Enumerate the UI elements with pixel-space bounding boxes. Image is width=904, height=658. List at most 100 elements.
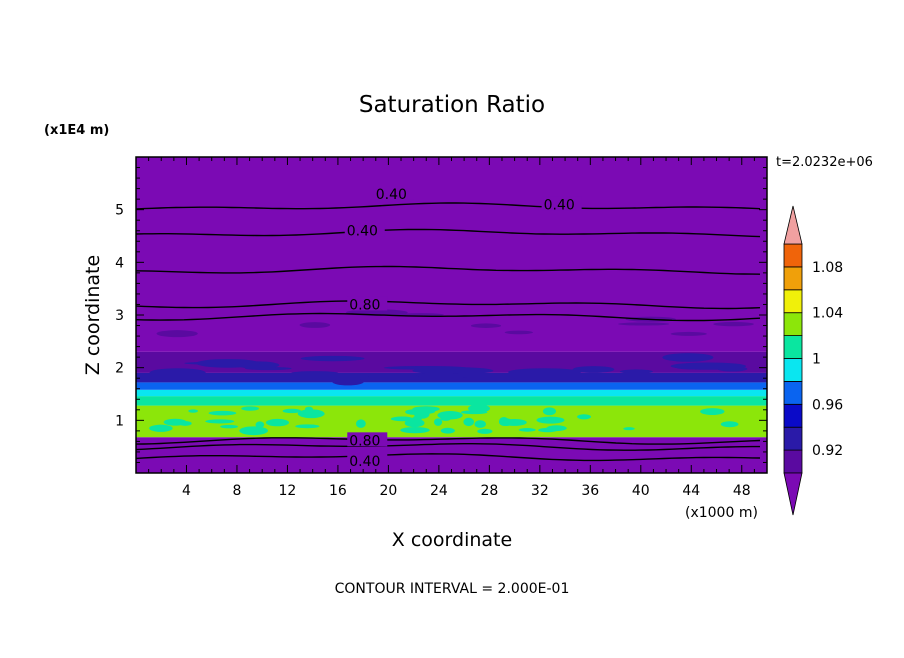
contour-line [135, 265, 761, 275]
x-axis-label: X coordinate [392, 529, 512, 551]
field-patch [474, 420, 486, 428]
contour-line [135, 443, 760, 451]
x-tick-label: 12 [279, 483, 297, 499]
field-patch [477, 428, 493, 434]
contour-line [135, 202, 761, 210]
field-patch [514, 376, 583, 381]
field-patch [291, 371, 339, 376]
field-patch [670, 362, 746, 370]
field-patch [356, 419, 366, 428]
field-patch [244, 429, 254, 433]
colorbar-segment [783, 289, 803, 314]
x-axis: 4 8 12 16 20 24 28 32 36 40 44 48 [148, 157, 755, 499]
field-patch [156, 330, 198, 338]
contour-line [135, 228, 761, 238]
colorbar-label: 0.96 [812, 397, 843, 413]
x-tick-label: 44 [682, 483, 700, 499]
colorbar-segment [783, 449, 803, 474]
patch-layer [149, 309, 754, 436]
x-tick-label: 32 [531, 483, 549, 499]
contour-label-layer: 0.40 0.40 0.40 0.80 0.80 0.40 [344, 185, 582, 470]
y-tick-label: 3 [115, 308, 124, 324]
chart-title: Saturation Ratio [359, 92, 545, 118]
field-patch [149, 368, 206, 378]
field-patch [295, 424, 320, 429]
field-patch [618, 322, 670, 326]
field-patch [463, 417, 475, 427]
field-band-7 [136, 157, 767, 352]
contour-line [135, 300, 761, 310]
contour-line [135, 437, 761, 445]
contour-label: 0.80 [349, 433, 380, 449]
contour-label-bg [347, 432, 388, 447]
field-patch [265, 418, 290, 427]
colorbar-under-arrow [783, 472, 803, 516]
contour-interval-label: CONTOUR INTERVAL = 2.000E-01 [335, 581, 570, 597]
field-patch [440, 427, 455, 434]
x-tick-label: 40 [632, 483, 650, 499]
field-patch [433, 418, 443, 426]
field-patch [542, 407, 556, 416]
x-tick-label: 20 [379, 483, 397, 499]
time-label: t=2.0232e+06 [776, 155, 873, 170]
field-patch [470, 323, 502, 328]
field-patch [518, 428, 536, 432]
field-patch [628, 374, 678, 381]
field-band-3 [136, 389, 767, 397]
field-patch [205, 419, 235, 424]
field-patch [572, 366, 615, 373]
contour-line [135, 453, 761, 462]
y-tick-label: 2 [115, 361, 124, 377]
field-patch [300, 355, 365, 362]
field-patch [700, 408, 725, 415]
field-patch [720, 421, 739, 428]
contour-label-bg [347, 452, 388, 467]
x-tick-label: 36 [581, 483, 599, 499]
field-patch [623, 427, 635, 431]
field-patch [498, 416, 509, 426]
colorbar-label: 1 [812, 352, 821, 368]
field-patch [504, 330, 533, 335]
x-tick-label: 4 [182, 483, 191, 499]
x-tick-label: 48 [733, 483, 751, 499]
field-patch [383, 366, 466, 370]
field-patch [508, 368, 582, 376]
field-patch [255, 421, 265, 429]
colorbar-segment [783, 266, 803, 291]
contour-label: 0.40 [376, 187, 407, 203]
field-patch [414, 410, 430, 419]
x-tick-label: 28 [480, 483, 498, 499]
contour-label: 0.80 [349, 297, 380, 313]
contour-label-bg [344, 222, 385, 237]
y-tick-label: 1 [115, 413, 124, 429]
field-patch [220, 424, 239, 429]
field-patch [367, 374, 420, 379]
y-tick-label: 5 [115, 203, 124, 219]
field-band-0 [136, 437, 767, 473]
colorbar-segment [783, 426, 803, 451]
field-patch [178, 421, 192, 426]
field-patch [404, 418, 425, 428]
field-patch [713, 321, 754, 327]
colorbar-segment [783, 403, 803, 428]
field-patch [449, 372, 499, 378]
colorbar-segment [783, 380, 803, 405]
field-patch [437, 411, 463, 420]
colorbar-label: 1.08 [812, 260, 843, 276]
colorbar-label: 1.04 [812, 306, 843, 322]
colorbar-segment [783, 358, 803, 382]
field-patch [188, 409, 199, 413]
contour-layer [135, 202, 761, 462]
field-patch [241, 406, 260, 411]
field-band-4 [136, 382, 767, 390]
contour-label: 0.40 [349, 454, 380, 470]
field-patch [412, 406, 440, 412]
contour-label-bg [373, 185, 414, 200]
colorbar-segment [783, 312, 803, 337]
field-patch [468, 404, 491, 413]
field-patch [536, 416, 565, 424]
colorbar-over-arrow [783, 205, 803, 245]
contour-label-bg [347, 296, 388, 311]
